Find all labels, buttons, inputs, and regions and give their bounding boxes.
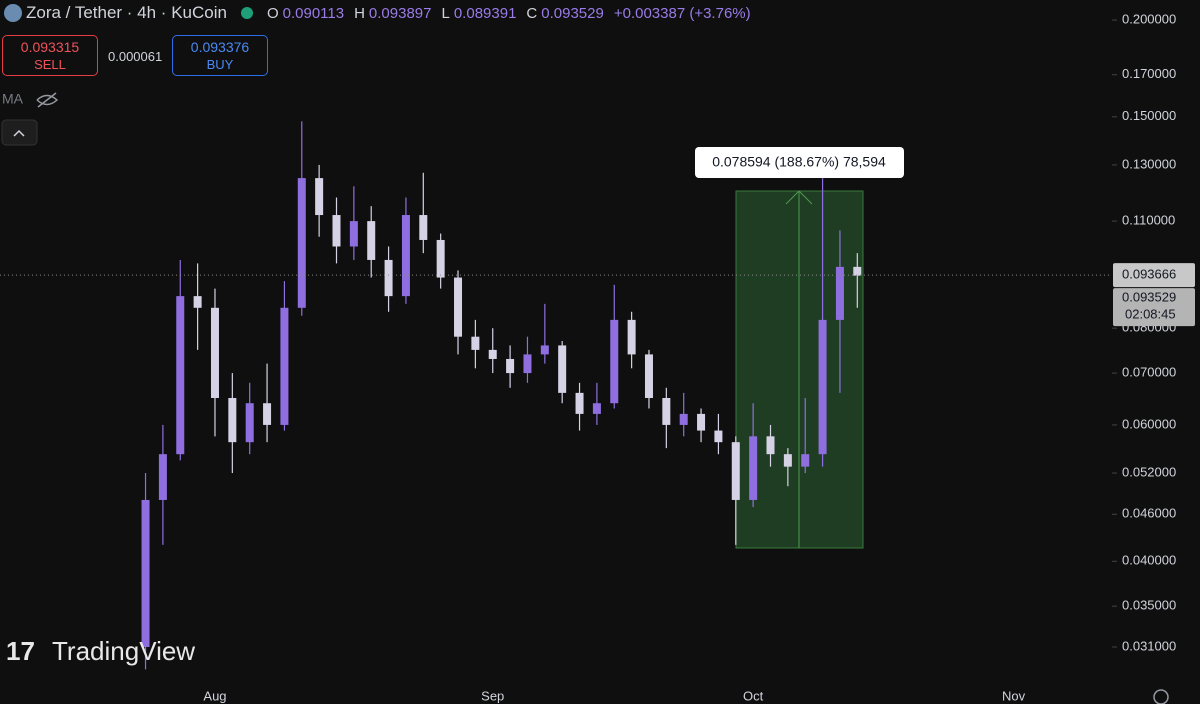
y-tick-label: 0.200000 bbox=[1122, 12, 1176, 27]
candle-body bbox=[332, 215, 341, 247]
last-price-label: 0.093666 bbox=[1122, 267, 1176, 282]
sell-price: 0.093315 bbox=[20, 39, 80, 55]
sell-button[interactable]: 0.093315 SELL bbox=[2, 35, 98, 76]
logo bbox=[4, 4, 22, 22]
candle-body bbox=[558, 345, 567, 393]
buy-price: 0.093376 bbox=[190, 39, 250, 55]
change: +0.003387 (+3.76%) bbox=[613, 4, 751, 22]
collapse-icon bbox=[13, 129, 25, 137]
candle-body bbox=[627, 319, 636, 355]
y-tick-label: 0.070000 bbox=[1122, 365, 1176, 380]
candle-body bbox=[401, 215, 410, 297]
y-tick-label: 0.130000 bbox=[1122, 156, 1176, 171]
y-tick-label: 0.040000 bbox=[1122, 553, 1176, 568]
price-tag-label: 0.093529 bbox=[1122, 290, 1176, 305]
measure-label: 0.078594 (188.67%) 78,594 bbox=[712, 154, 886, 170]
y-tick-label: 0.170000 bbox=[1122, 66, 1176, 81]
candle-body bbox=[835, 266, 844, 320]
settings-icon[interactable] bbox=[1153, 689, 1169, 704]
last-price-tag bbox=[1113, 263, 1195, 288]
spread: 0.000061 bbox=[108, 49, 163, 64]
candle-body bbox=[297, 178, 306, 308]
candle-body bbox=[644, 354, 653, 399]
candle-body bbox=[714, 430, 723, 443]
candle-body bbox=[158, 454, 167, 500]
candle-body bbox=[697, 413, 706, 431]
x-tick-label: Aug bbox=[203, 688, 226, 703]
ohlc-value: 0.093897 bbox=[368, 4, 432, 22]
x-tick-label: Oct bbox=[743, 688, 764, 703]
y-tick-label: 0.052000 bbox=[1122, 464, 1176, 479]
candle-body bbox=[540, 345, 549, 355]
ohlc-value: 0.093529 bbox=[541, 4, 604, 22]
price-tag bbox=[1113, 288, 1195, 327]
buy-button[interactable]: 0.093376 BUY bbox=[172, 35, 268, 76]
candle-body bbox=[766, 436, 775, 455]
ohlc-key: L bbox=[441, 4, 450, 22]
candle-body bbox=[210, 307, 219, 399]
watermark: TradingView bbox=[52, 636, 195, 666]
candle-body bbox=[263, 403, 272, 425]
y-tick-label: 0.031000 bbox=[1122, 638, 1176, 653]
ohlc-key: O bbox=[266, 4, 279, 22]
countdown: 02:08:45 bbox=[1125, 307, 1176, 322]
candle-body bbox=[141, 499, 150, 647]
candle-body bbox=[818, 319, 827, 455]
candle-body bbox=[488, 349, 497, 359]
candle-body bbox=[245, 403, 254, 443]
candle-body bbox=[193, 296, 202, 308]
candle-body bbox=[228, 398, 237, 443]
symbol: Zora / Tether · 4h · KuCoin bbox=[26, 3, 227, 22]
hide-icon[interactable] bbox=[36, 92, 59, 108]
y-tick-label: 0.150000 bbox=[1122, 108, 1176, 123]
candle-body bbox=[454, 277, 463, 337]
candle-body bbox=[384, 259, 393, 297]
candle-body bbox=[419, 215, 428, 240]
candle-body bbox=[315, 178, 324, 216]
candle-body bbox=[801, 454, 810, 467]
ohlc-value: 0.090113 bbox=[282, 4, 345, 22]
y-tick-label: 0.110000 bbox=[1122, 213, 1175, 228]
candle-body bbox=[506, 358, 515, 374]
candle-body bbox=[783, 454, 792, 467]
candle-body bbox=[731, 442, 740, 500]
y-tick-label: 0.035000 bbox=[1122, 598, 1176, 613]
candle-body bbox=[610, 319, 619, 404]
buy-label: BUY bbox=[206, 57, 234, 72]
candle-body bbox=[853, 266, 862, 276]
x-tick-label: Nov bbox=[1002, 688, 1026, 703]
ohlc-key: C bbox=[526, 4, 538, 22]
y-tick-label: 0.046000 bbox=[1122, 506, 1176, 521]
measure-label-box bbox=[695, 147, 904, 178]
candle-body bbox=[349, 221, 358, 247]
candle-body bbox=[749, 436, 758, 500]
x-tick-label: Sep bbox=[481, 688, 504, 703]
candle-body bbox=[367, 221, 376, 260]
candle-body bbox=[592, 403, 601, 414]
candle-body bbox=[280, 307, 289, 425]
indicator-label: MA bbox=[2, 91, 24, 107]
ohlc-key: H bbox=[354, 4, 365, 22]
candle-body bbox=[471, 336, 480, 350]
candle-body bbox=[176, 296, 185, 455]
y-tick-label: 0.060000 bbox=[1122, 416, 1176, 431]
candle-body bbox=[662, 398, 671, 425]
measure-arrowhead bbox=[785, 190, 813, 205]
candle-body bbox=[436, 239, 445, 278]
candle-body bbox=[679, 413, 688, 425]
sell-label: SELL bbox=[34, 57, 66, 72]
candle-body bbox=[523, 354, 532, 374]
ohlc-value: 0.089391 bbox=[453, 4, 517, 22]
watermark-logo: 17 bbox=[6, 636, 35, 666]
status-dot bbox=[240, 7, 253, 19]
candle-body bbox=[575, 392, 584, 414]
